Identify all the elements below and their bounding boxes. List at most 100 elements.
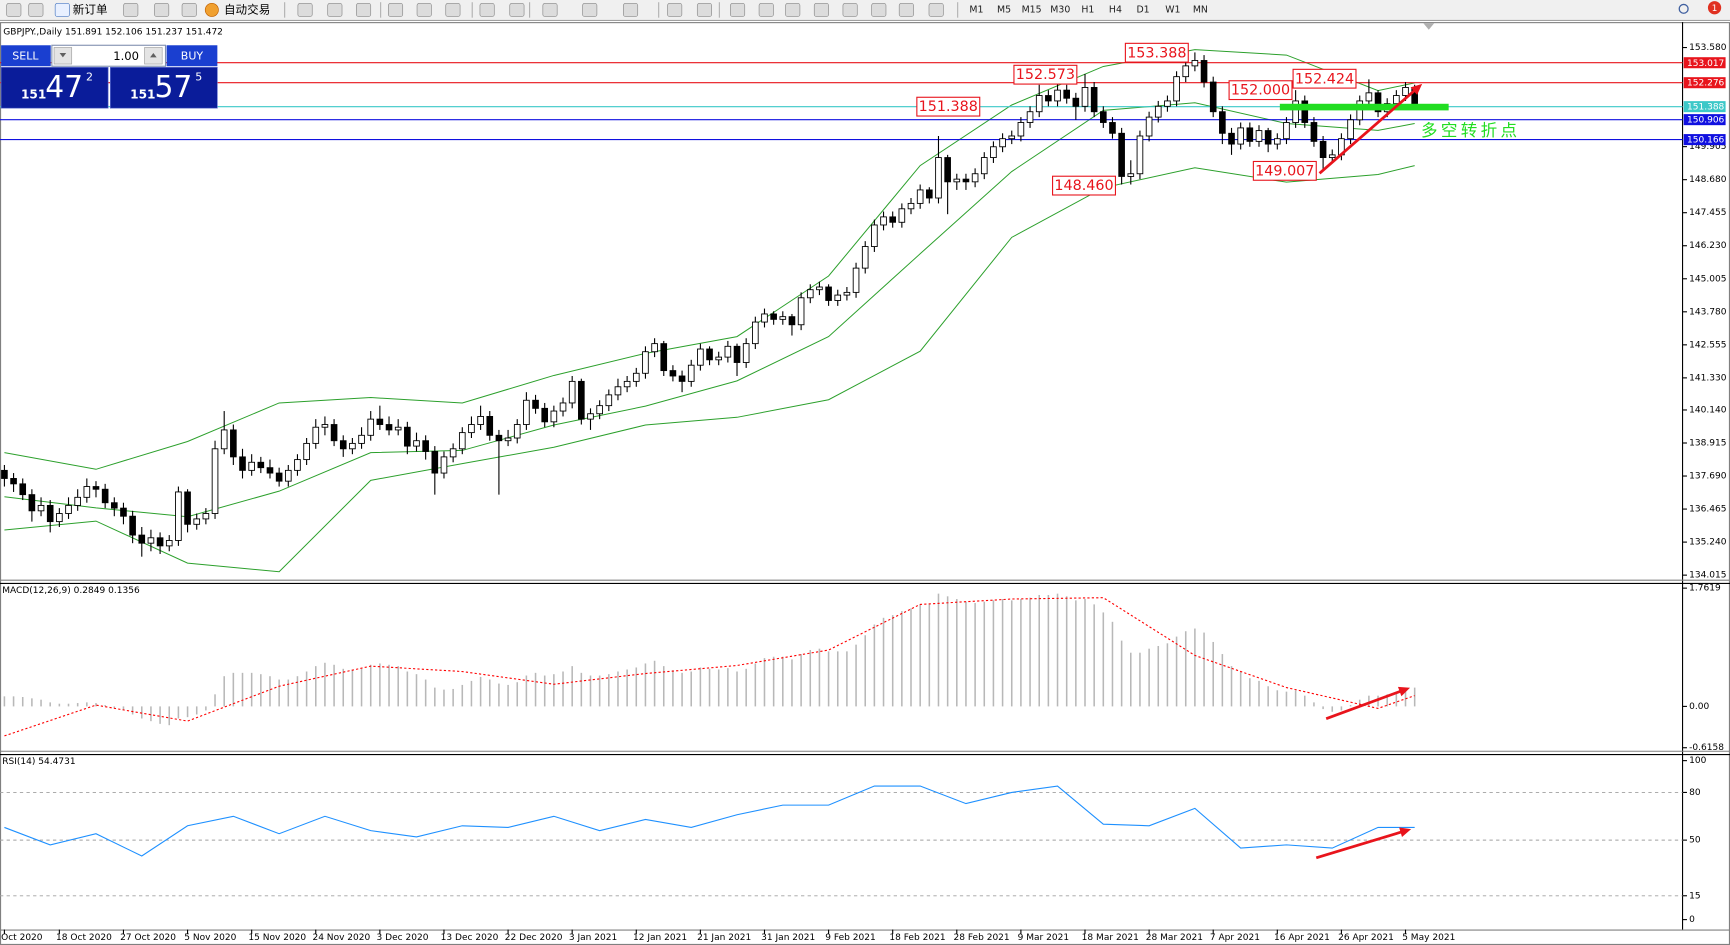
price-big-figure[interactable]: 151: [21, 87, 46, 101]
x-tick-label: 9 Feb 2021: [825, 933, 875, 943]
toolbar-button[interactable]: [123, 2, 139, 17]
sell-button[interactable]: [1, 45, 51, 67]
toolbar-button[interactable]: [154, 2, 170, 17]
toolbar-button[interactable]: [181, 2, 197, 17]
toolbar-button[interactable]: [327, 2, 343, 17]
candle-body: [1164, 100, 1171, 107]
price-fraction[interactable]: 2: [86, 70, 93, 83]
candle-body: [1402, 87, 1409, 96]
candle-body: [889, 216, 897, 223]
y-tick-label: -0.6158: [1689, 743, 1724, 753]
toolbar-button[interactable]: [871, 2, 887, 17]
toolbar-button[interactable]: [730, 2, 746, 17]
timeframe-button[interactable]: M15: [1022, 4, 1042, 15]
x-tick-label: 15 Nov 2020: [248, 933, 306, 943]
toolbar-button[interactable]: [509, 2, 525, 17]
toolbar-button[interactable]: [582, 2, 598, 17]
macd-bar: [223, 676, 225, 707]
candle-body: [394, 426, 402, 431]
toolbar-button[interactable]: [696, 2, 712, 17]
macd-bar: [1239, 671, 1242, 707]
price-level-tag: [1683, 114, 1726, 126]
macd-bar: [1285, 691, 1288, 707]
candle-body: [642, 351, 649, 374]
toolbar-button[interactable]: [898, 2, 914, 17]
y-tick-label: 146.230: [1689, 241, 1727, 251]
notification-count[interactable]: 1: [1712, 4, 1718, 14]
toolbar-button[interactable]: [785, 2, 801, 17]
macd-bar: [498, 683, 500, 707]
macd-bar: [58, 703, 61, 707]
candle-body: [1045, 95, 1052, 102]
macd-bar: [672, 670, 674, 707]
sell-label[interactable]: SELL: [12, 49, 39, 62]
toolbar-button[interactable]: [416, 2, 432, 17]
timeframe-button[interactable]: H4: [1109, 4, 1122, 15]
macd-bar: [846, 651, 848, 707]
candle-body: [1200, 60, 1208, 83]
toolbar-button[interactable]: [667, 2, 683, 17]
timeframe-button[interactable]: M1: [969, 4, 983, 15]
price-pips[interactable]: 47: [45, 70, 83, 105]
macd-bar: [809, 650, 812, 707]
y-tick-label: 149.905: [1689, 142, 1726, 152]
candle-body: [376, 418, 384, 425]
timeframe-button[interactable]: MN: [1193, 4, 1208, 15]
price-big-figure[interactable]: 151: [130, 87, 155, 101]
candle-body: [1035, 95, 1043, 113]
x-tick-label: 18 Oct 2020: [56, 933, 112, 943]
notification-badge[interactable]: [1707, 1, 1722, 15]
toolbar-button[interactable]: [813, 2, 829, 17]
timeframe-button[interactable]: M5: [997, 4, 1011, 15]
toolbar-button[interactable]: [388, 2, 404, 17]
candle-body: [715, 356, 723, 361]
toolbar-button[interactable]: [758, 2, 774, 17]
buy-label[interactable]: BUY: [181, 49, 204, 62]
toolbar-button[interactable]: [542, 2, 558, 17]
macd-bar: [1230, 666, 1233, 707]
price-pips[interactable]: 57: [154, 70, 192, 105]
buy-button[interactable]: [166, 45, 218, 67]
macd-bar: [919, 604, 921, 707]
toolbar-button[interactable]: [28, 2, 44, 17]
candle-body: [971, 173, 979, 183]
candle-body: [458, 432, 466, 450]
macd-bar: [1294, 690, 1297, 707]
candle-body: [724, 345, 732, 358]
toolbar-button[interactable]: [842, 2, 858, 17]
toolbar-button[interactable]: [6, 2, 22, 17]
timeframe-button[interactable]: M30: [1050, 4, 1070, 15]
toolbar-button[interactable]: [297, 2, 313, 17]
search-icon[interactable]: [1678, 3, 1689, 14]
candle-body: [1237, 127, 1244, 145]
candle-body: [990, 146, 997, 159]
chart-frame: [0, 22, 1730, 945]
new-order-label[interactable]: 新订单: [73, 2, 108, 16]
macd-bar: [571, 666, 573, 707]
candle-body: [65, 504, 72, 514]
price-box[interactable]: [110, 67, 218, 109]
macd-bar: [1349, 705, 1352, 707]
timeframe-button[interactable]: D1: [1136, 4, 1149, 15]
toolbar-button[interactable]: [928, 2, 944, 17]
auto-trading-label[interactable]: 自动交易: [224, 2, 270, 16]
auto-trading-icon[interactable]: [204, 2, 219, 17]
toolbar-button[interactable]: [479, 2, 495, 17]
macd-bar: [232, 672, 235, 707]
toolbar-button[interactable]: [54, 2, 70, 17]
macd-bar: [1056, 593, 1059, 707]
price-fraction[interactable]: 5: [195, 70, 202, 83]
toolbar-button[interactable]: [356, 2, 372, 17]
price-box[interactable]: [0, 67, 109, 109]
lot-field[interactable]: [51, 44, 167, 67]
macd-bar: [928, 604, 931, 707]
scroll-marker: [1423, 23, 1435, 30]
lot-value[interactable]: 1.00: [113, 49, 139, 63]
macd-bar: [1368, 695, 1370, 707]
toolbar-button[interactable]: [445, 2, 461, 17]
timeframe-button[interactable]: W1: [1165, 4, 1180, 15]
price-annotation: 148.460: [1054, 178, 1113, 194]
toolbar-button[interactable]: [623, 2, 639, 17]
candle-body: [1393, 95, 1400, 105]
timeframe-button[interactable]: H1: [1081, 4, 1094, 15]
